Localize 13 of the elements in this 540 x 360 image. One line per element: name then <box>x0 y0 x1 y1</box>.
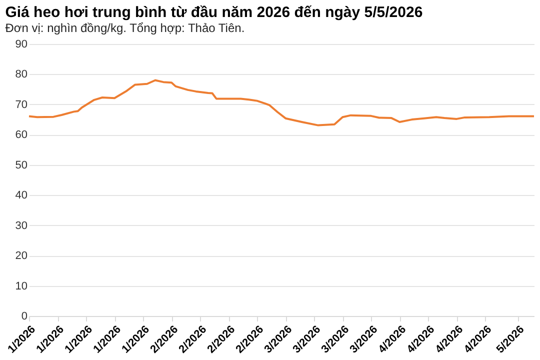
chart-title: Giá heo hơi trung bình từ đầu năm 2026 đến ngày 5/5/2026 <box>5 4 423 21</box>
y-tick-label: 90 <box>15 38 28 50</box>
y-tick-label: 40 <box>15 190 28 202</box>
line-series <box>28 79 535 126</box>
y-tick-label: 10 <box>15 280 28 292</box>
y-tick-label: 70 <box>15 98 28 111</box>
y-tick-label: 0 <box>21 310 28 322</box>
y-tick-label: 50 <box>15 159 28 172</box>
y-tick-label: 20 <box>15 250 28 262</box>
y-tick-label: 30 <box>15 220 28 232</box>
chart-subtitle: Đơn vị: nghìn đồng/kg. Tổng hợp: Thảo Tiên. <box>5 21 245 35</box>
y-tick-label: 80 <box>15 68 28 81</box>
y-tick-label: 60 <box>15 129 28 142</box>
